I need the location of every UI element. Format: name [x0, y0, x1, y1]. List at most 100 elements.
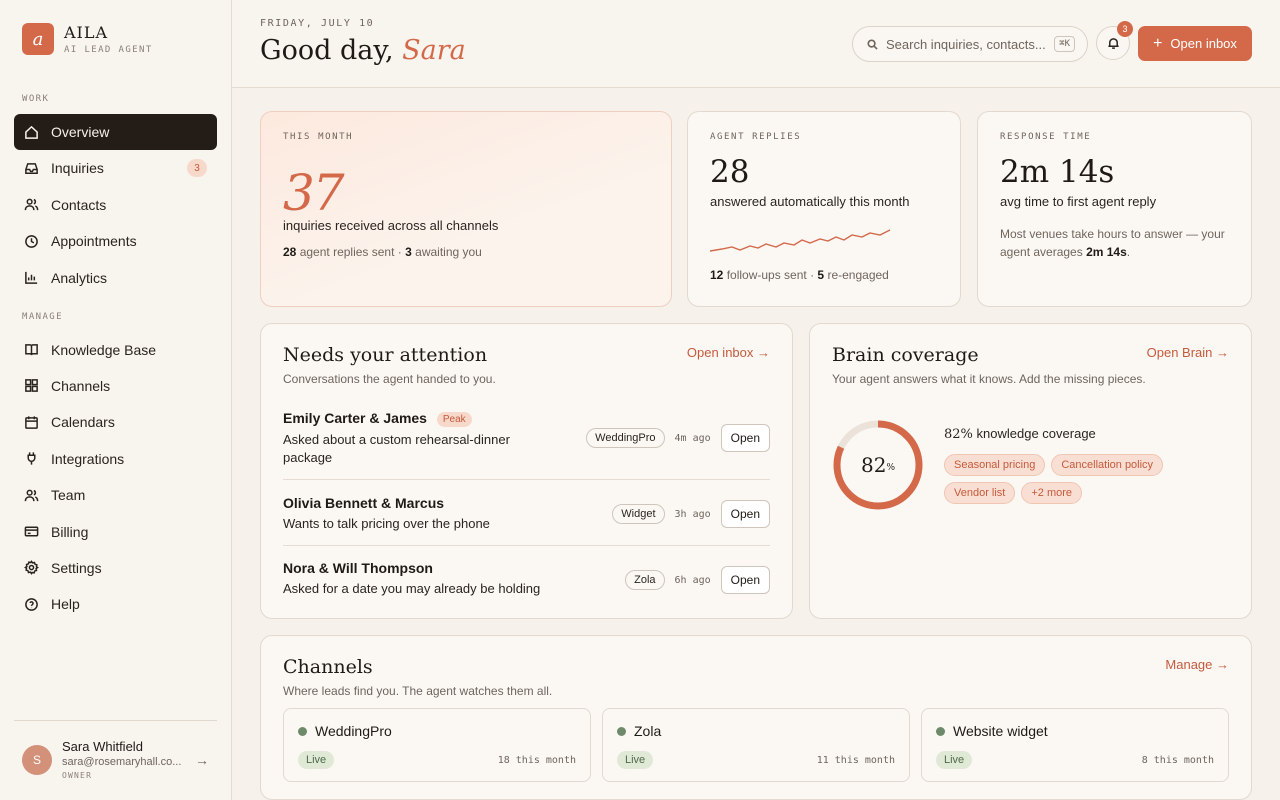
topic-tag[interactable]: Vendor list: [944, 482, 1016, 504]
search-shortcut: ⌘K: [1054, 36, 1075, 52]
gear-icon: [24, 560, 39, 576]
user-profile[interactable]: S Sara Whitfield sara@rosemaryhall.co...…: [14, 720, 217, 780]
note-end: .: [1126, 245, 1131, 259]
sidebar-item-help[interactable]: Help: [14, 586, 217, 622]
donut-arc: [833, 420, 923, 510]
sidebar-item-label: Knowledge Base: [51, 341, 157, 358]
open-button[interactable]: Open: [720, 566, 770, 594]
timestamp: 4m ago: [674, 432, 711, 444]
panel-subtitle: Your agent answers what it knows. Add th…: [832, 372, 1146, 386]
search-placeholder: Search inquiries, contacts...: [886, 36, 1046, 52]
inquiry-summary: Asked about a custom rehearsal-dinner pa…: [283, 432, 510, 465]
plus-icon: +: [1153, 34, 1163, 52]
sidebar-item-settings[interactable]: Settings: [14, 550, 217, 586]
arrow-right-icon[interactable]: →: [195, 751, 209, 768]
sidebar-item-overview[interactable]: Overview: [14, 114, 217, 150]
peak-badge: Peak: [436, 412, 472, 427]
user-email: sara@rosemaryhall.co...: [62, 756, 182, 768]
channel-card-website-widget[interactable]: Website widget Live 8 this month: [921, 708, 1229, 782]
divider: [283, 479, 770, 480]
stat-label: RESPONSE TIME: [1000, 132, 1092, 142]
status-badge: Live: [298, 751, 335, 769]
sidebar-item-channels[interactable]: Channels: [14, 368, 217, 404]
list-item[interactable]: Nora & Will Thompson Asked for a date yo…: [283, 560, 770, 598]
meta-b-text: awaiting you: [415, 245, 482, 259]
notifications-button[interactable]: 3: [1096, 21, 1133, 60]
sidebar-item-team[interactable]: Team: [14, 477, 217, 513]
sidebar-item-appointments[interactable]: Appointments: [14, 223, 217, 259]
help-icon: [25, 597, 38, 611]
sidebar-item-contacts[interactable]: Contacts: [14, 187, 217, 223]
status-dot: [298, 726, 307, 736]
timestamp: 6h ago: [674, 574, 711, 586]
stat-label: AGENT REPLIES: [710, 132, 802, 142]
inquiry-summary: Wants to talk pricing over the phone: [283, 516, 490, 531]
inquiries-count-badge: 3: [187, 159, 207, 178]
open-button[interactable]: Open: [720, 500, 770, 528]
stat-card-agent-replies: AGENT REPLIES 28 answered automatically …: [687, 111, 961, 307]
notification-count-badge: 3: [1117, 21, 1133, 37]
channel-card-weddingpro[interactable]: WeddingPro Live 18 this month: [283, 708, 591, 782]
channel-name: WeddingPro: [315, 723, 392, 739]
nav-section-manage: MANAGE: [22, 311, 63, 322]
open-inbox-button[interactable]: + Open inbox: [1138, 26, 1252, 61]
meta-b-text: re-engaged: [827, 268, 889, 282]
more-topics-tag[interactable]: +2 more: [1021, 482, 1083, 504]
team-icon: [24, 489, 39, 501]
book-icon: [25, 344, 38, 356]
manage-channels-link[interactable]: Manage →: [1165, 657, 1229, 672]
panel-title: Brain coverage: [832, 344, 979, 366]
meta-a-number: 12: [710, 268, 724, 282]
panel-subtitle: Where leads find you. The agent watches …: [283, 684, 553, 698]
channel-count: 11 this month: [816, 755, 895, 766]
topic-tag[interactable]: Cancellation policy: [1051, 454, 1164, 476]
avatar: S: [22, 744, 52, 775]
open-brain-link[interactable]: Open Brain →: [1146, 345, 1229, 360]
sidebar-item-billing[interactable]: Billing: [14, 514, 217, 550]
channel-name: Zola: [634, 723, 662, 739]
greeting-text: Good day,: [260, 35, 394, 66]
sidebar-item-calendars[interactable]: Calendars: [14, 404, 217, 440]
sidebar-item-analytics[interactable]: Analytics: [14, 260, 217, 296]
missing-topics: Seasonal pricing Cancellation policy Ven…: [944, 454, 1194, 510]
sidebar-item-label: Calendars: [51, 414, 115, 431]
sidebar: a AILA AI LEAD AGENT WORK Overview Inqui…: [0, 0, 232, 800]
divider: [283, 545, 770, 546]
brand-name: AILA: [64, 23, 109, 42]
list-item[interactable]: Emily Carter & James Peak Asked about a …: [283, 410, 770, 467]
inbox-icon: [25, 162, 38, 174]
stat-meta: 12 follow-ups sent · 5 re-engaged: [710, 268, 889, 282]
search-icon: [867, 38, 878, 50]
bell-icon: [1107, 37, 1119, 49]
open-button[interactable]: Open: [720, 424, 770, 452]
channel-count: 18 this month: [497, 755, 576, 766]
sidebar-item-label: Analytics: [51, 269, 108, 286]
sidebar-item-knowledge-base[interactable]: Knowledge Base: [14, 332, 217, 368]
sidebar-item-integrations[interactable]: Integrations: [14, 441, 217, 477]
channel-count: 8 this month: [1141, 755, 1214, 766]
list-item[interactable]: Olivia Bennett & Marcus Wants to talk pr…: [283, 495, 770, 533]
main-content: FRIDAY, JULY 10 Good day, Sara Search in…: [232, 0, 1280, 800]
note-highlight: 2m 14s: [1086, 245, 1127, 259]
source-badge: Zola: [625, 570, 665, 590]
card-icon: [24, 526, 39, 537]
calendar-icon: [25, 416, 38, 429]
stat-card-response-time: RESPONSE TIME 2m 14s avg time to first a…: [977, 111, 1252, 307]
status-dot: [617, 726, 626, 736]
status-badge: Live: [617, 751, 654, 769]
search-input[interactable]: Search inquiries, contacts... ⌘K: [852, 26, 1088, 62]
users-icon: [24, 198, 39, 211]
brand-logo: a: [22, 23, 54, 55]
topic-tag[interactable]: Seasonal pricing: [944, 454, 1046, 476]
stat-label: THIS MONTH: [283, 132, 354, 142]
stat-description: answered automatically this month: [710, 194, 910, 209]
channel-card-zola[interactable]: Zola Live 11 this month: [602, 708, 910, 782]
stat-meta: 28 agent replies sent · 3 awaiting you: [283, 245, 482, 259]
open-inbox-link[interactable]: Open inbox →: [686, 345, 770, 360]
sidebar-item-label: Overview: [51, 124, 110, 140]
sparkline: [709, 229, 891, 252]
sidebar-item-label: Inquiries: [51, 160, 104, 177]
sidebar-item-label: Settings: [51, 559, 102, 576]
sidebar-item-inquiries[interactable]: Inquiries 3: [14, 150, 217, 186]
status-dot: [936, 726, 945, 736]
